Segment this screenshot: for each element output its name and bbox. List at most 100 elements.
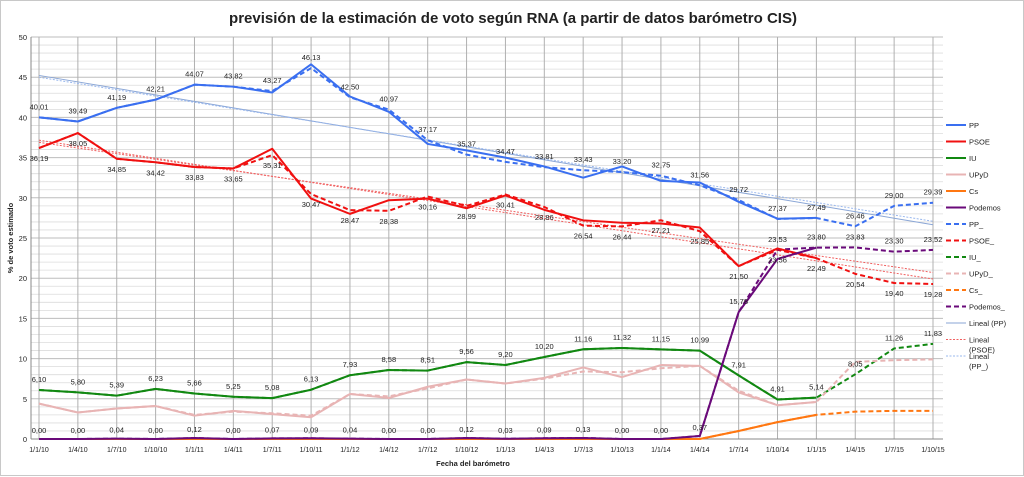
data-label: 7,91 — [731, 360, 746, 369]
x-tick-label: 1/7/10 — [107, 447, 127, 454]
data-label: 0,07 — [265, 425, 280, 434]
data-label: 0,04 — [343, 426, 358, 435]
data-label: 0,00 — [615, 426, 630, 435]
x-tick-label: 1/10/15 — [921, 447, 944, 454]
data-label: 19,28 — [924, 290, 943, 299]
data-label: 43,82 — [224, 72, 243, 81]
x-tick-label: 1/4/14 — [690, 447, 710, 454]
x-tick-label: 1/4/10 — [68, 447, 88, 454]
y-tick-label: 20 — [19, 274, 27, 283]
data-label: 28,99 — [457, 212, 476, 221]
legend-label: IU_ — [969, 253, 982, 262]
x-tick-label: 1/10/10 — [144, 447, 167, 454]
data-label: 38,05 — [68, 139, 87, 148]
data-label: 29,39 — [924, 188, 943, 197]
data-label: 23,52 — [924, 235, 943, 244]
legend-label: (PSOE) — [969, 346, 995, 355]
data-label: 40,97 — [379, 95, 398, 104]
data-label: 35,37 — [457, 140, 476, 149]
legend-label: PSOE_ — [969, 237, 995, 246]
data-label: 37,17 — [418, 125, 437, 134]
data-label: 28,47 — [341, 216, 360, 225]
y-tick-label: 5 — [23, 395, 27, 404]
data-label: 30,16 — [418, 203, 437, 212]
data-label: 35,31 — [263, 161, 282, 170]
data-label: 9,20 — [498, 350, 513, 359]
x-tick-label: 1/10/13 — [610, 447, 633, 454]
data-label: 0,00 — [226, 426, 241, 435]
x-tick-label: 1/4/13 — [535, 447, 555, 454]
data-label: 0,03 — [498, 426, 513, 435]
data-label: 4,91 — [770, 385, 785, 394]
series-line-iu — [38, 346, 817, 401]
data-label: 0,00 — [32, 426, 47, 435]
data-label: 36,19 — [30, 154, 49, 163]
series-line-podemos — [39, 246, 817, 440]
data-label: 0,09 — [304, 425, 319, 434]
data-label: 43,27 — [263, 76, 282, 85]
x-tick-label: 1/7/11 — [263, 447, 282, 454]
data-label: 10,99 — [690, 336, 709, 345]
y-tick-label: 0 — [23, 435, 27, 444]
trendline — [38, 139, 934, 280]
x-tick-label: 1/4/12 — [379, 447, 399, 454]
data-label: 0,00 — [420, 426, 435, 435]
data-label: 5,14 — [809, 383, 824, 392]
data-label: 33,81 — [535, 152, 554, 161]
data-label: 5,80 — [71, 377, 86, 386]
y-tick-label: 30 — [19, 194, 27, 203]
data-label: 26,46 — [846, 211, 865, 220]
data-label: 21,50 — [729, 272, 748, 281]
data-label: 41,19 — [107, 93, 126, 102]
series-line-pp — [38, 63, 817, 220]
legend-label: UPyD — [969, 171, 989, 180]
series-line-psoe-proj — [38, 132, 934, 285]
data-label: 25,85 — [690, 237, 709, 246]
y-tick-label: 50 — [19, 33, 27, 42]
y-axis-label: % de voto estimado — [6, 202, 15, 273]
data-label: 0,00 — [382, 426, 397, 435]
legend-label: PSOE — [969, 138, 990, 147]
data-label: 0,37 — [692, 423, 707, 432]
data-label: 46,13 — [302, 53, 321, 62]
data-label: 28,86 — [535, 213, 554, 222]
x-tick-label: 1/4/15 — [846, 447, 866, 454]
data-label: 10,20 — [535, 342, 554, 351]
data-label: 0,04 — [109, 426, 124, 435]
data-label: 28,38 — [379, 217, 398, 226]
legend-label: (PP_) — [969, 362, 989, 371]
data-label: 29,72 — [729, 185, 748, 194]
data-label: 11,16 — [574, 334, 592, 343]
data-label: 15,78 — [729, 297, 748, 306]
y-tick-label: 45 — [19, 73, 27, 82]
data-label: 22,49 — [807, 264, 826, 273]
y-tick-label: 35 — [19, 154, 27, 163]
data-label: 8,05 — [848, 359, 863, 368]
data-label: 0,12 — [459, 425, 474, 434]
data-label: 42,21 — [146, 85, 165, 94]
x-tick-label: 1/1/10 — [29, 447, 49, 454]
legend-label: Cs — [969, 187, 978, 196]
legend-label: Cs_ — [969, 286, 983, 295]
series-line-upyd-proj — [38, 358, 934, 417]
legend-label: IU — [969, 154, 977, 163]
legend-label: Lineal (PP) — [969, 319, 1007, 328]
series-line-upyd — [38, 364, 817, 419]
data-label: 6,10 — [32, 375, 47, 384]
data-label: 33,43 — [574, 155, 593, 164]
data-label: 6,23 — [148, 374, 163, 383]
x-tick-label: 1/7/14 — [729, 447, 749, 454]
data-label: 5,08 — [265, 383, 280, 392]
x-tick-label: 1/10/11 — [300, 447, 323, 454]
data-label: 11,83 — [924, 329, 942, 338]
x-tick-label: 1/7/12 — [418, 447, 438, 454]
legend-label: Podemos — [969, 204, 1001, 213]
x-tick-label: 1/7/13 — [573, 447, 593, 454]
data-label: 0,00 — [654, 426, 669, 435]
trendline — [38, 74, 934, 226]
data-label: 30,47 — [302, 200, 321, 209]
data-label: 11,15 — [652, 334, 670, 343]
x-tick-label: 1/10/14 — [766, 447, 789, 454]
legend-label: UPyD_ — [969, 270, 994, 279]
